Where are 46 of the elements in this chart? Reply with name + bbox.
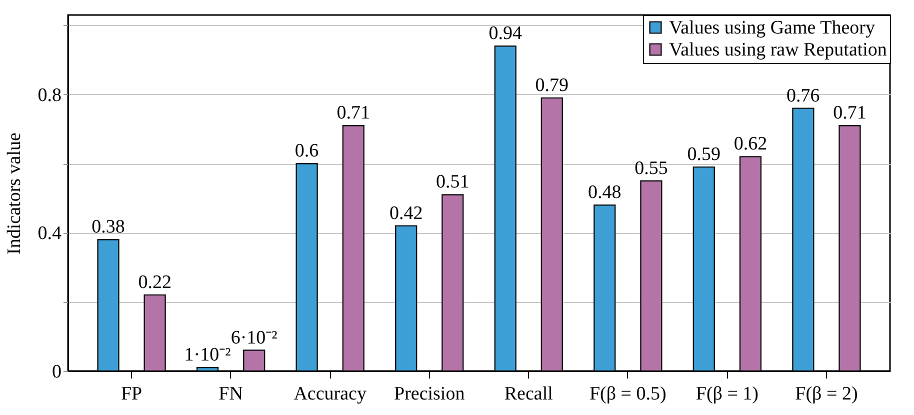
data-label: 0.59 [687, 144, 721, 166]
data-label: 6·10⁻² [230, 327, 278, 348]
data-label: 0.55 [634, 158, 668, 179]
data-label: 0.71 [336, 102, 370, 124]
x-tick-label: F(β = 2) [795, 384, 858, 404]
data-label: 0.94 [488, 23, 522, 44]
legend-label: Values using Game Theory [669, 18, 876, 38]
bar [442, 194, 464, 372]
data-label: 0.71 [833, 102, 866, 124]
data-label: 0.76 [786, 85, 820, 106]
y-tick-label: 0.4 [38, 223, 62, 244]
bar [494, 46, 516, 372]
data-label: 0.42 [389, 202, 423, 224]
bar [594, 204, 616, 372]
x-tick-label: Precision [394, 384, 466, 404]
bar [243, 350, 266, 372]
x-tick-label: Accuracy [294, 384, 367, 404]
data-label: 0.62 [734, 134, 768, 155]
y-tick-label: 0 [52, 362, 62, 382]
y-axis-title: Indicators value [4, 132, 25, 254]
bar [144, 294, 166, 372]
bar [395, 225, 418, 372]
x-tick-label: F(β = 0.5) [589, 384, 666, 404]
x-tick-label: FN [218, 384, 244, 404]
y-tick-label: 0.8 [38, 84, 62, 106]
data-label: 0.48 [588, 182, 622, 204]
data-label: 0.79 [535, 74, 569, 96]
bar [739, 156, 762, 372]
x-tick-label: Recall [504, 384, 553, 404]
bar [296, 163, 318, 372]
x-tick-label: FP [120, 384, 142, 404]
bar [692, 166, 715, 372]
bar [792, 108, 814, 372]
x-tick-label: F(β = 1) [696, 384, 758, 404]
data-label: 0.6 [294, 140, 319, 162]
bar [342, 125, 364, 372]
data-label: 0.22 [138, 272, 172, 293]
bar [540, 97, 563, 372]
data-label: 1·10⁻² [184, 344, 232, 366]
bar [640, 180, 662, 372]
data-label: 0.38 [92, 216, 125, 238]
data-label: 0.51 [436, 172, 470, 193]
bar [196, 366, 219, 372]
legend-label: Values using raw Reputation [669, 40, 888, 60]
bar [97, 239, 120, 372]
bar [838, 125, 861, 372]
